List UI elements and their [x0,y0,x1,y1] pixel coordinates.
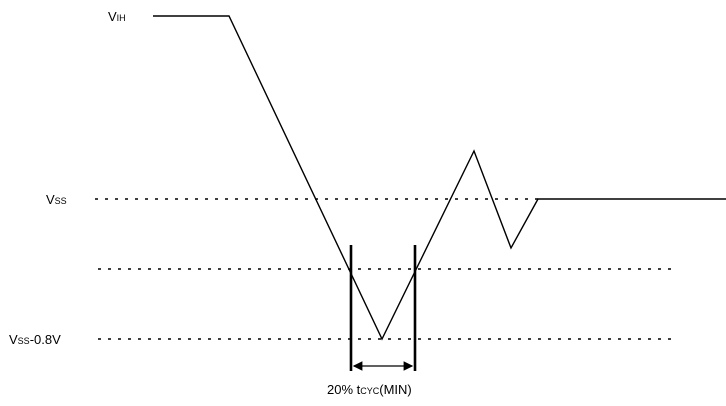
signal-waveform [153,15,726,341]
vss-label: VSS [46,192,67,207]
vss-minus-label: VSS-0.8V [9,332,61,347]
pulse-width-label: 20% tCYC(MIN) [327,382,412,397]
vih-label: VIH [108,9,126,24]
